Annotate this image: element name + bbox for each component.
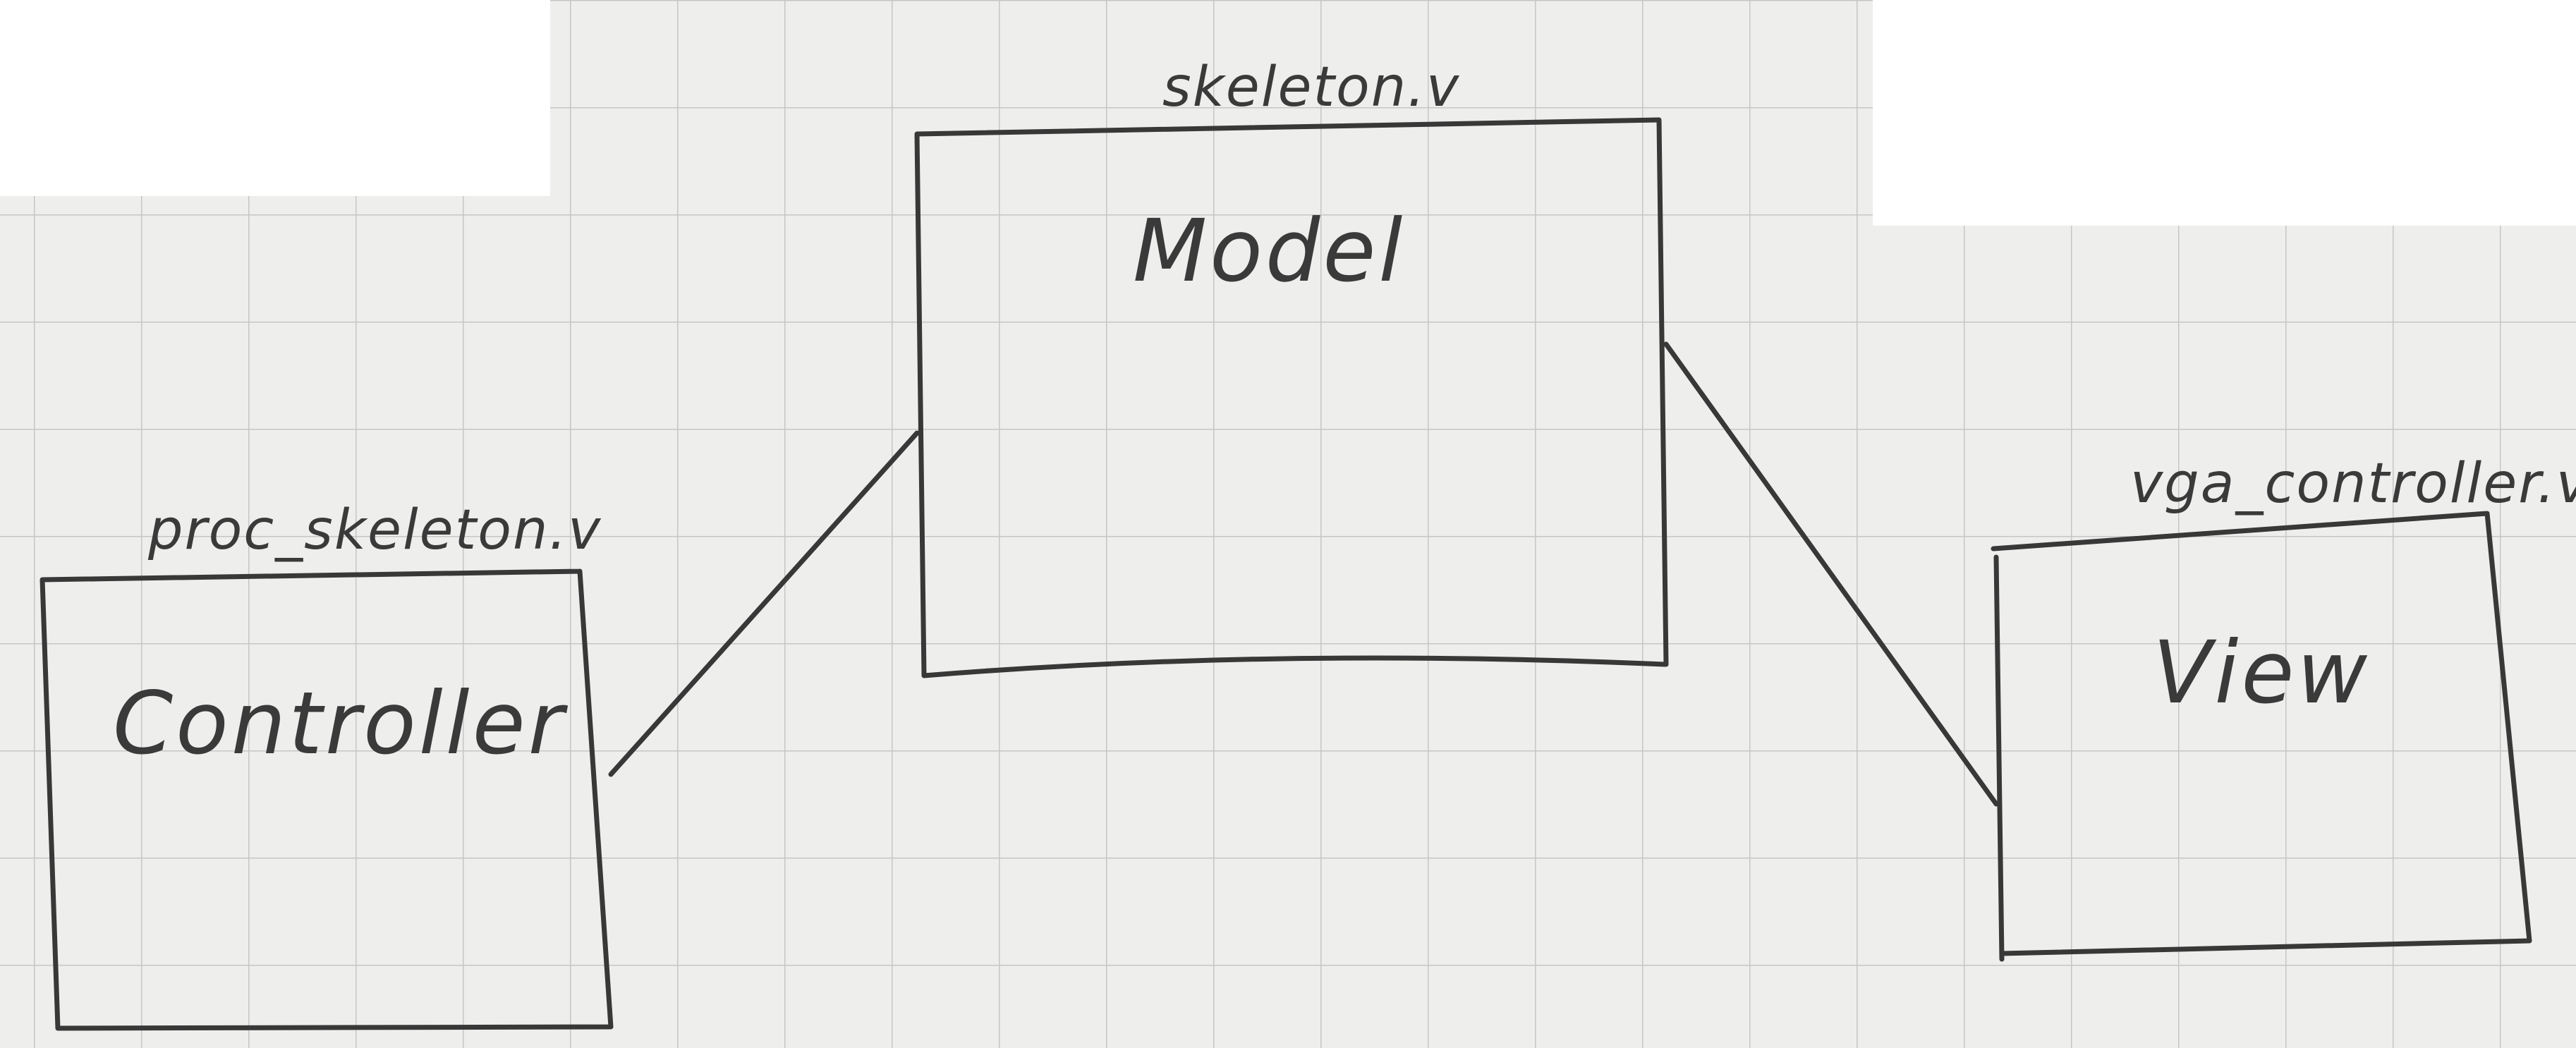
view-box [1991, 511, 2532, 962]
controller-module: proc_skeleton.v Controller [40, 499, 614, 1031]
controller-box [40, 568, 614, 1031]
view-module: vga_controller.v View [1991, 452, 2576, 962]
controller-title: Controller [113, 674, 569, 774]
model-file-label: skeleton.v [1162, 56, 1460, 119]
view-title: View [2153, 623, 2370, 723]
model-box [914, 117, 1669, 678]
model-title: Model [1133, 201, 1405, 301]
connector-controller-model [608, 430, 920, 777]
connector-model-view [1663, 341, 1999, 807]
controller-file-label: proc_skeleton.v [147, 499, 602, 562]
model-module: skeleton.v Model [914, 56, 1669, 678]
view-file-label: vga_controller.v [2130, 452, 2576, 516]
